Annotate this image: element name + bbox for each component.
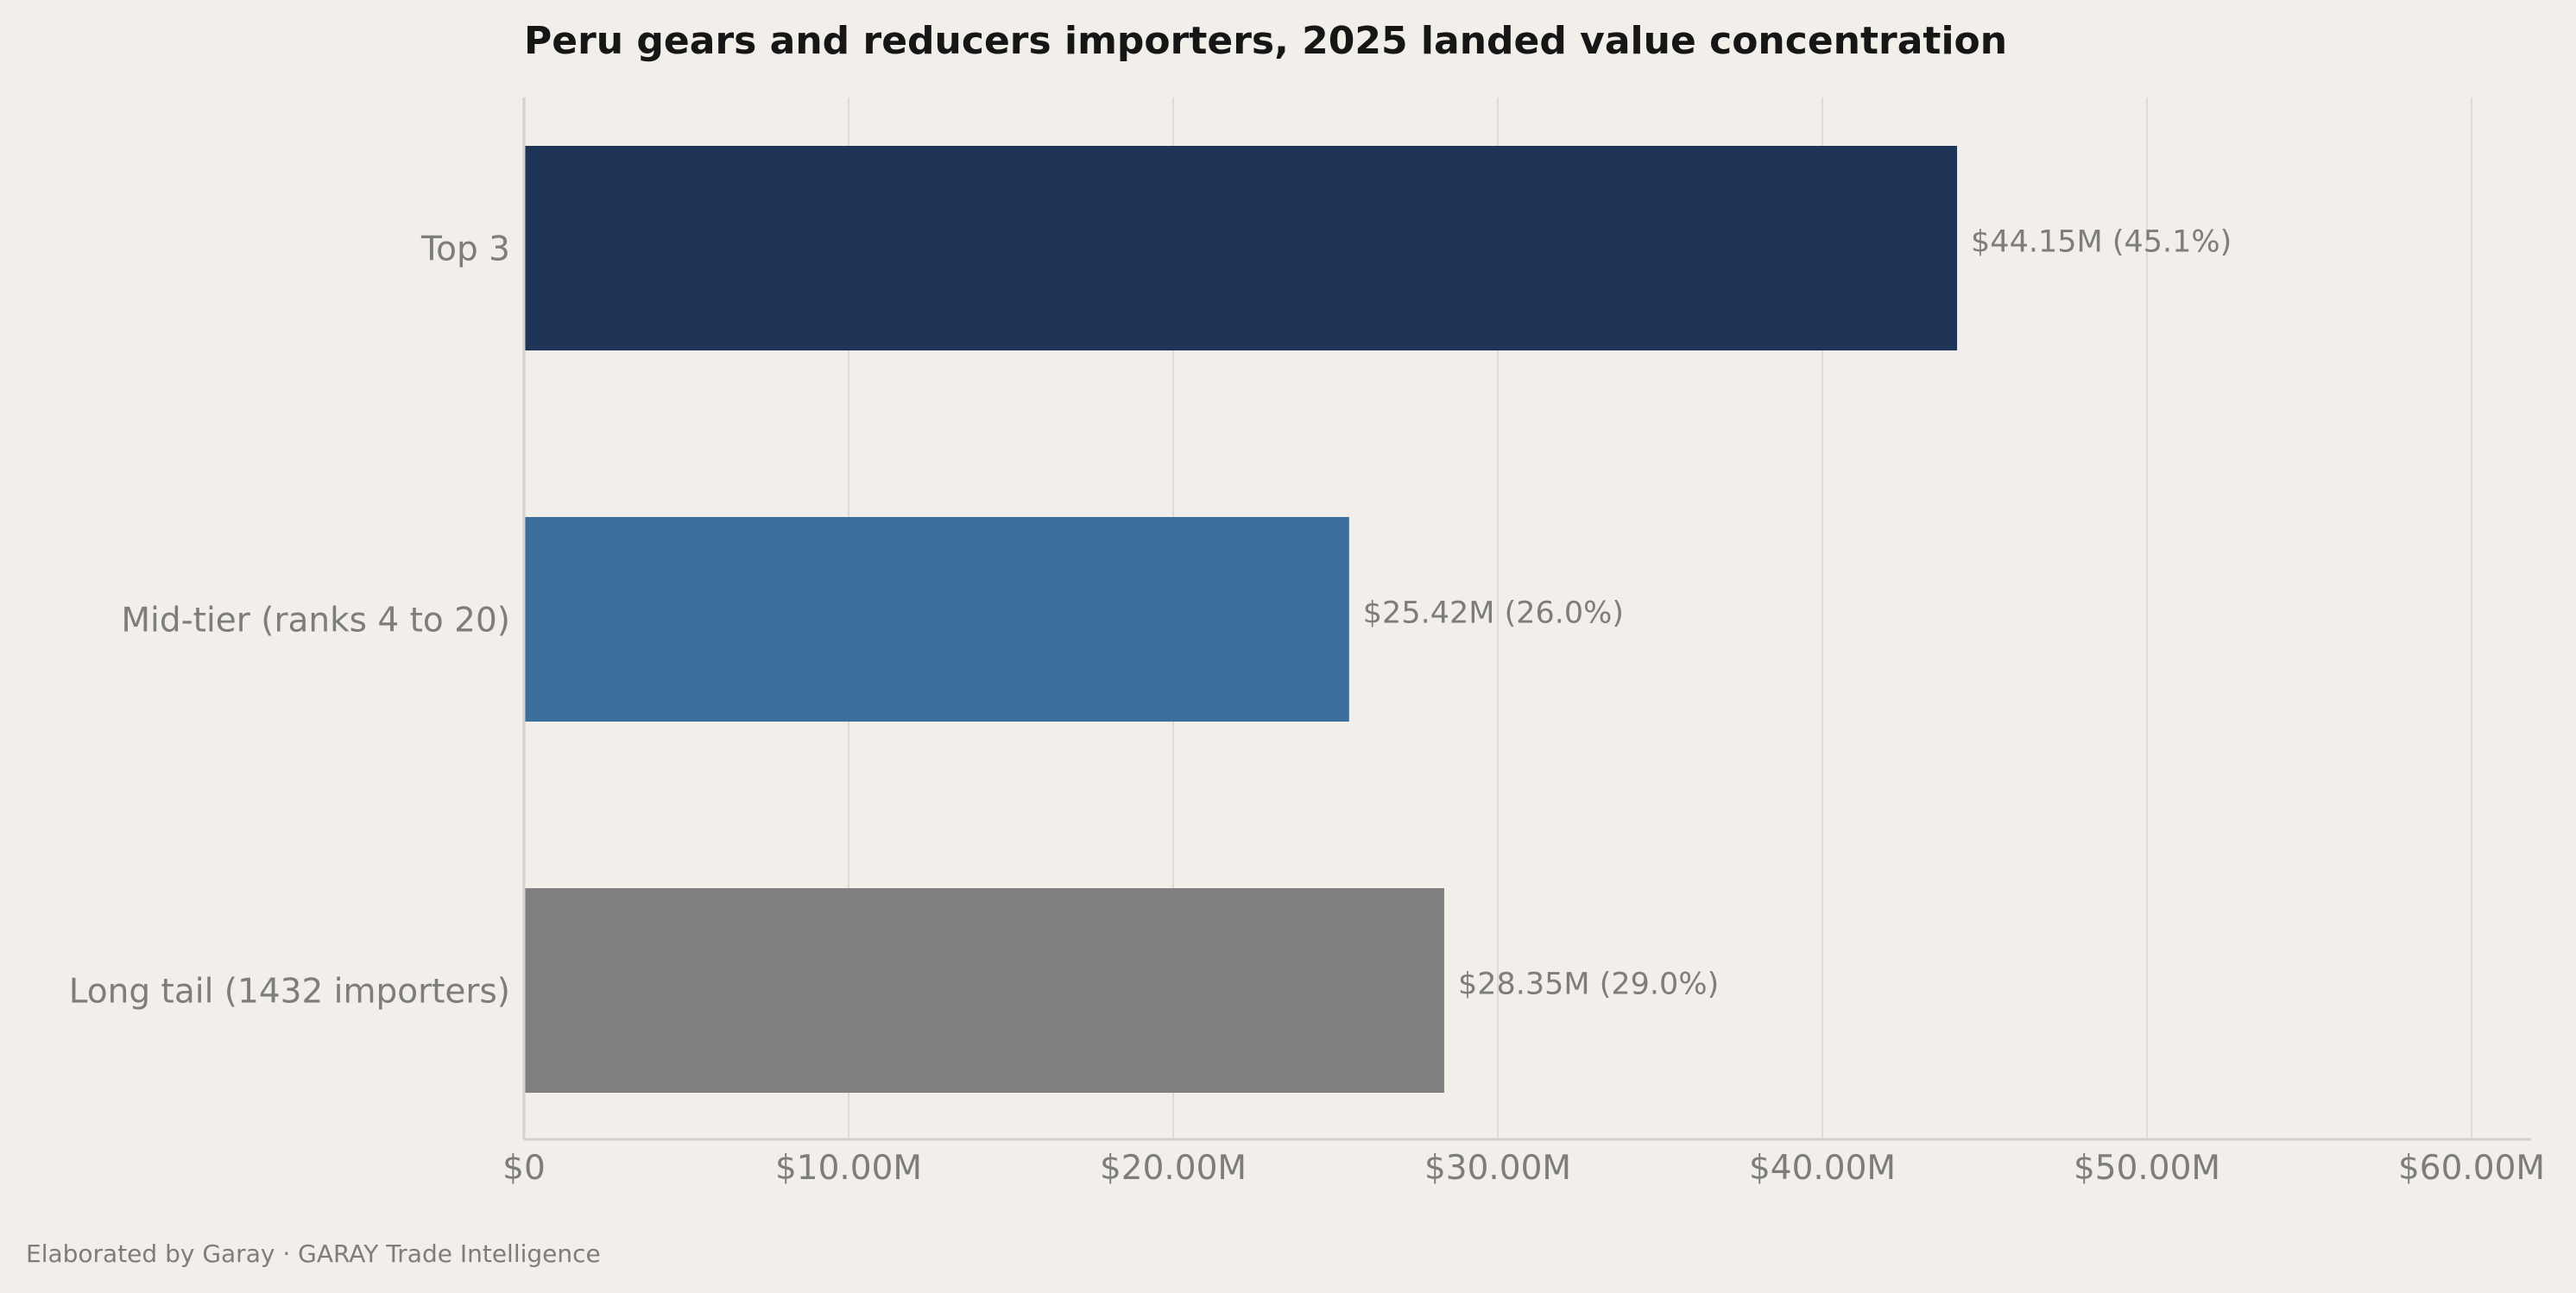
bar-3 <box>524 888 1444 1093</box>
x-tick-label: $50.00M <box>2074 1149 2220 1188</box>
x-tick-label: $10.00M <box>775 1149 922 1188</box>
bar-1 <box>524 146 1958 350</box>
category-label: Long tail (1432 importers) <box>69 973 510 1012</box>
x-tick-label: $60.00M <box>2398 1149 2545 1188</box>
x-tick-label: $20.00M <box>1100 1149 1247 1188</box>
data-label: $25.42M (26.0%) <box>1363 596 1624 631</box>
data-label: $44.15M (45.1%) <box>1971 225 2232 260</box>
labels: $0 $10.00M $20.00M $30.00M $40.00M $50.00M $60… <box>69 225 2545 1189</box>
data-label: $28.35M (29.0%) <box>1458 968 1719 1002</box>
chart-title: Peru gears and reducers importers, 2025 … <box>524 19 2007 63</box>
x-tick-label: $40.00M <box>1749 1149 1896 1188</box>
axes <box>522 98 2531 1141</box>
bars <box>524 146 1958 1093</box>
x-tick-label: $30.00M <box>1424 1149 1571 1188</box>
footer-credit: Elaborated by Garay · GARAY Trade Intell… <box>26 1239 601 1268</box>
category-label: Mid-tier (ranks 4 to 20) <box>121 602 510 640</box>
category-label: Top 3 <box>420 230 510 269</box>
bar-2 <box>524 517 1349 722</box>
x-tick-label: $0 <box>502 1149 546 1188</box>
